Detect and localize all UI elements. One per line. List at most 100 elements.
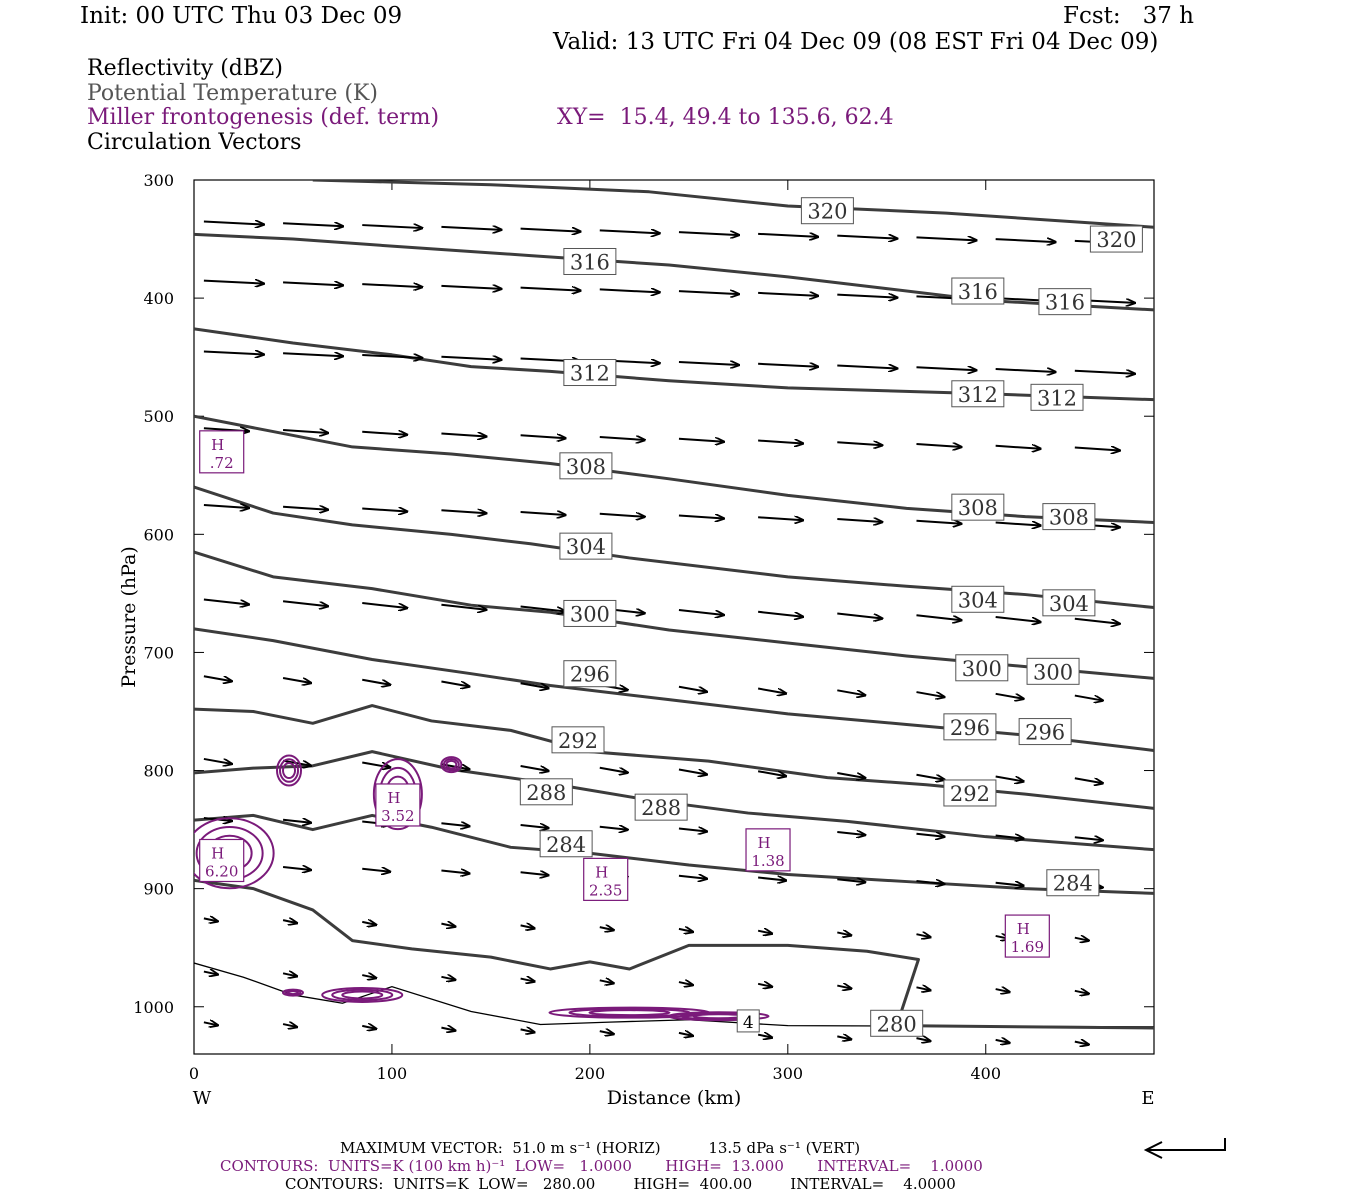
circulation-vector	[916, 691, 944, 697]
circulation-vector	[362, 975, 376, 978]
frontogenesis-contour-note: CONTOURS: UNITS=K (100 km h)⁻¹ LOW= 1.00…	[220, 1157, 983, 1175]
reference-vector	[1148, 1138, 1226, 1151]
theta-contour-308	[194, 414, 1154, 525]
circulation-vector	[758, 293, 818, 296]
theta-label-box	[519, 778, 573, 806]
theta-label-box	[1042, 589, 1096, 617]
fronto-max-label: H	[1017, 920, 1030, 938]
legend-reflectivity: Reflectivity (dBZ)	[87, 56, 283, 81]
circulation-vector	[1074, 837, 1103, 840]
fronto-max-label: H	[757, 834, 770, 852]
circulation-vector	[282, 1024, 297, 1027]
frontogenesis-contour	[442, 758, 460, 772]
theta-label-box	[1038, 288, 1092, 316]
circulation-vector	[837, 295, 897, 298]
circulation-vector	[362, 284, 422, 287]
circulation-vector	[203, 1022, 218, 1025]
circulation-vector	[282, 867, 311, 870]
circulation-vector	[203, 675, 232, 681]
circulation-vector	[837, 236, 897, 239]
theta-contour-300	[194, 550, 1154, 680]
circulation-vector	[520, 435, 566, 438]
theta-label-box	[951, 277, 1005, 305]
circulation-vector	[599, 289, 660, 292]
theta-label: 316	[958, 280, 998, 304]
circulation-vector	[362, 509, 407, 512]
fronto-max-box	[199, 838, 245, 883]
theta-contour-292	[194, 704, 1154, 810]
circulation-vector	[837, 1036, 851, 1039]
circulation-vector	[837, 442, 882, 445]
circulation-vector	[1074, 1042, 1089, 1045]
theta-label-box	[1030, 383, 1084, 411]
circulation-vector	[203, 281, 264, 284]
circulation-vector	[599, 514, 645, 517]
circulation-vector	[520, 288, 581, 291]
circulation-vector	[837, 689, 865, 695]
frontogenesis-contour	[372, 758, 423, 831]
theta-label: 304	[958, 588, 998, 612]
theta-label: 308	[566, 455, 606, 479]
theta-label-box	[634, 793, 688, 821]
circulation-vector	[283, 507, 328, 510]
theta-contour-296	[194, 627, 1154, 752]
fronto-max-box	[1004, 914, 1050, 958]
circulation-vector	[362, 225, 422, 228]
theta-label: 296	[950, 716, 990, 740]
frontogenesis-contour	[341, 990, 384, 1000]
circulation-vector	[283, 353, 343, 356]
circulation-vector	[678, 291, 739, 294]
circulation-vector	[678, 829, 707, 832]
frontogenesis-contour	[331, 988, 394, 1002]
plot-interior: 320 320 316 316 316 312 312 312 308 308 308 304 304 3…	[194, 180, 1154, 1045]
circulation-vector	[678, 362, 739, 365]
circulation-vector	[916, 934, 930, 937]
circulation-vector	[283, 430, 328, 433]
fronto-max-value: 1.69	[1011, 938, 1044, 956]
circulation-vector	[678, 876, 707, 879]
circulation-vector	[362, 922, 376, 925]
circulation-vector	[995, 239, 1056, 242]
fronto-max-value: 2.35	[589, 881, 622, 899]
circulation-vector	[203, 757, 232, 764]
circulation-vector	[203, 505, 249, 508]
circulation-vector	[678, 982, 693, 985]
circulation-vector	[1074, 777, 1103, 783]
theta-label: 312	[1037, 386, 1077, 410]
theta-label-box	[951, 380, 1005, 408]
circulation-vector	[441, 510, 486, 513]
circulation-vector	[758, 610, 803, 617]
theta-contour-320	[312, 180, 1154, 229]
theta-label-box	[1026, 657, 1080, 685]
circulation-vector	[916, 987, 930, 990]
theta-label: 312	[570, 362, 610, 386]
theta-contour-280	[194, 878, 1154, 1030]
theta-contour-312	[194, 327, 1154, 402]
circulation-vector	[995, 883, 1024, 886]
circulation-vector	[362, 602, 407, 608]
circulation-vector	[599, 927, 614, 930]
theta-label-box	[539, 830, 593, 858]
theta-label: 288	[641, 796, 681, 820]
circulation-vector	[678, 685, 707, 692]
circulation-vector	[1074, 448, 1120, 451]
circulation-vector	[520, 682, 549, 688]
circulation-vector	[282, 759, 311, 766]
frontogenesis-contour	[588, 1009, 671, 1017]
circulation-vector	[520, 1029, 535, 1032]
circulation-vector	[520, 872, 549, 875]
fronto-max-value: .72	[210, 454, 234, 472]
circulation-vector	[441, 286, 501, 289]
circulation-vector	[916, 367, 976, 370]
circulation-vector	[283, 282, 343, 285]
fronto-max-label: H	[387, 789, 400, 807]
theta-label: 312	[958, 383, 998, 407]
circulation-vector	[916, 1038, 930, 1041]
east-label: E	[1141, 1088, 1154, 1109]
circulation-vector	[678, 439, 724, 442]
circulation-vector	[757, 1035, 772, 1038]
y-tick-label: 300	[143, 171, 174, 190]
theta-label-box	[943, 779, 997, 807]
y-tick-label: 900	[143, 880, 174, 899]
